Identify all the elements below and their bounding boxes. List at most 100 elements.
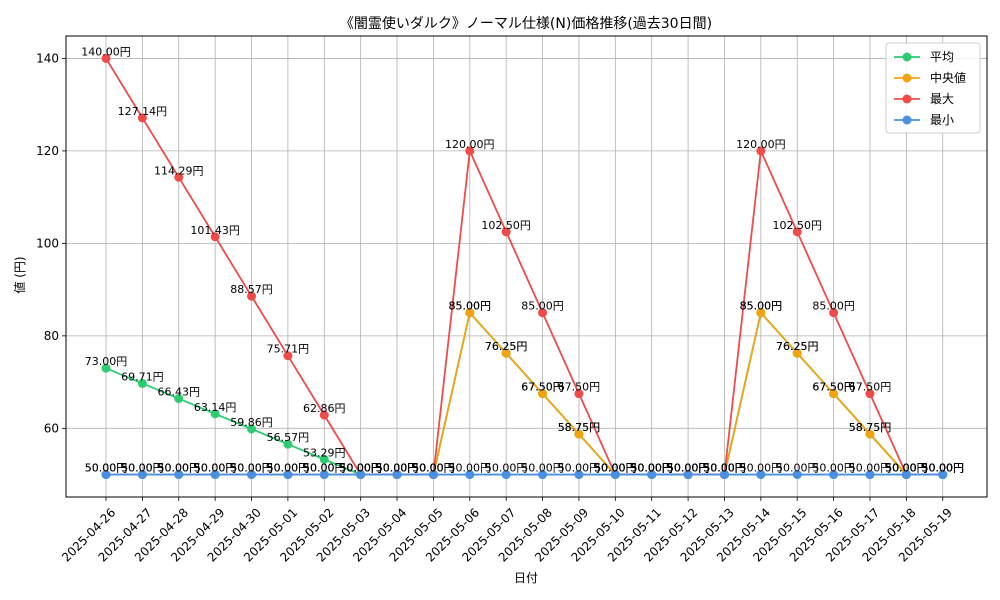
- data-point: [465, 470, 475, 480]
- data-point: [865, 429, 875, 439]
- data-label: 50.00円: [921, 462, 964, 475]
- data-label: 50.00円: [885, 462, 928, 475]
- data-label: 50.00円: [449, 462, 492, 475]
- data-label: 50.00円: [85, 462, 128, 475]
- data-point: [865, 470, 875, 480]
- data-label: 50.00円: [812, 462, 855, 475]
- data-label: 114.29円: [154, 164, 204, 177]
- data-label: 67.50円: [558, 381, 601, 394]
- legend-marker: [902, 115, 912, 125]
- data-label: 50.00円: [158, 462, 201, 475]
- data-label: 58.75円: [849, 421, 892, 434]
- data-label: 50.00円: [630, 462, 673, 475]
- data-label: 67.50円: [521, 381, 564, 394]
- data-point: [829, 470, 839, 480]
- data-point: [574, 470, 584, 480]
- data-label: 50.00円: [921, 462, 964, 475]
- data-label: 50.00円: [703, 462, 746, 475]
- data-label: 50.00円: [339, 462, 382, 475]
- data-point: [174, 394, 184, 404]
- data-point: [574, 389, 584, 399]
- data-label: 67.50円: [521, 381, 564, 394]
- data-label: 67.50円: [849, 381, 892, 394]
- data-label: 85.00円: [812, 300, 855, 313]
- data-label: 88.57円: [230, 283, 273, 296]
- y-tick-label: 60: [44, 421, 59, 435]
- data-label: 50.00円: [376, 462, 419, 475]
- data-point: [101, 363, 111, 373]
- data-label: 50.00円: [885, 462, 928, 475]
- data-label: 50.00円: [339, 462, 382, 475]
- data-point: [137, 378, 147, 388]
- data-label: 50.00円: [158, 462, 201, 475]
- plot-frame: [65, 35, 988, 498]
- data-label: 67.50円: [812, 381, 855, 394]
- data-label: 50.00円: [776, 462, 819, 475]
- legend-label: 平均: [930, 50, 954, 64]
- data-point: [647, 470, 657, 480]
- data-point: [465, 308, 475, 318]
- data-point: [901, 470, 911, 480]
- data-label: 50.00円: [412, 462, 455, 475]
- data-label: 140.00円: [81, 45, 131, 58]
- data-label: 85.00円: [521, 300, 564, 313]
- data-label: 50.00円: [703, 462, 746, 475]
- data-label: 50.00円: [267, 462, 310, 475]
- data-point: [501, 348, 511, 358]
- y-tick-label: 100: [36, 236, 59, 250]
- data-point: [283, 439, 293, 449]
- data-point: [501, 227, 511, 237]
- data-label: 75.71円: [267, 343, 310, 356]
- data-point: [792, 348, 802, 358]
- data-label: 76.25円: [776, 340, 819, 353]
- y-axis-title: 値 (円): [12, 256, 27, 293]
- data-label: 50.00円: [376, 462, 419, 475]
- data-label: 85.00円: [449, 300, 492, 313]
- legend-marker: [902, 73, 912, 83]
- data-point: [792, 470, 802, 480]
- chart-title: 《闇霊使いダルク》ノーマル仕様(N)価格推移(過去30日間): [340, 15, 712, 32]
- data-label: 50.00円: [667, 462, 710, 475]
- data-point: [538, 389, 548, 399]
- data-label: 50.00円: [594, 462, 637, 475]
- data-label: 85.00円: [740, 300, 783, 313]
- data-label: 50.00円: [521, 462, 564, 475]
- data-point: [829, 308, 839, 318]
- data-point: [501, 470, 511, 480]
- data-label: 85.00円: [740, 300, 783, 313]
- data-label: 76.25円: [776, 340, 819, 353]
- data-label: 58.75円: [849, 421, 892, 434]
- data-label: 69.71円: [121, 370, 164, 383]
- data-label: 58.75円: [558, 421, 601, 434]
- data-label: 127.14円: [118, 105, 168, 118]
- data-point: [756, 146, 766, 156]
- data-point: [538, 470, 548, 480]
- data-point: [319, 454, 329, 464]
- data-point: [319, 470, 329, 480]
- data-label: 58.75円: [558, 421, 601, 434]
- data-label: 67.50円: [812, 381, 855, 394]
- data-label: 50.00円: [921, 462, 964, 475]
- data-label: 50.00円: [885, 462, 928, 475]
- series-layer: [101, 53, 948, 480]
- data-point: [319, 410, 329, 420]
- data-label: 50.00円: [885, 462, 928, 475]
- legend-box: [885, 42, 981, 134]
- legend-marker: [902, 94, 912, 104]
- data-label: 76.25円: [485, 340, 528, 353]
- data-label: 50.00円: [740, 462, 783, 475]
- data-point: [574, 429, 584, 439]
- data-label: 50.00円: [303, 462, 346, 475]
- data-label: 50.00円: [667, 462, 710, 475]
- y-tick-label: 80: [44, 329, 59, 343]
- data-label: 50.00円: [267, 462, 310, 475]
- series-line-2: [105, 57, 943, 476]
- grid: [66, 36, 987, 497]
- data-label: 50.00円: [194, 462, 237, 475]
- data-point: [247, 470, 257, 480]
- data-point: [792, 227, 802, 237]
- data-label: 50.00円: [667, 462, 710, 475]
- legend-marker: [902, 52, 912, 62]
- data-label: 50.00円: [703, 462, 746, 475]
